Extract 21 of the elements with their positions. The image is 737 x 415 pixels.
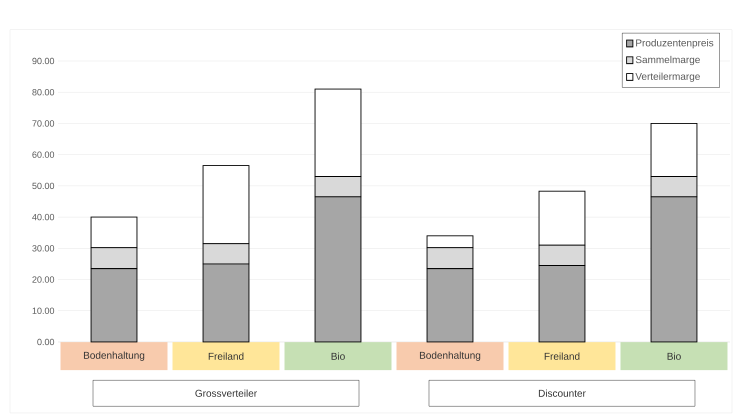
y-tick-label: 10.00 (32, 308, 54, 314)
y-tick-label: 90.00 (32, 58, 54, 64)
y-tick-label: 40.00 (32, 214, 54, 220)
y-tick-label: 30.00 (32, 245, 54, 252)
text: Discounter (538, 390, 586, 397)
x-tick-label: Freiland (208, 352, 244, 360)
x-tick-label: Bio (332, 352, 345, 360)
y-tick-label: 50.00 (32, 182, 54, 190)
y-tick-label: 60.00 (32, 151, 54, 158)
legend-label: Produzentenpreis (636, 39, 714, 48)
y-tick-label: 80.00 (32, 89, 54, 96)
y-tick-label: 0.00 (37, 338, 54, 346)
legend-label: Sammelmarge (636, 56, 700, 66)
x-tick-label: Bodenhaltung (84, 352, 144, 361)
x-tick-label: Bodenhaltung (420, 352, 480, 361)
legend-label: Verteilermarge (635, 72, 700, 82)
y-tick-label: 20.00 (32, 276, 54, 283)
x-tick-label: Freiland (544, 352, 580, 360)
text: Grossverteiler (195, 390, 257, 397)
y-tick-label: 70.00 (32, 120, 54, 127)
x-tick-label: Bio (668, 352, 681, 360)
